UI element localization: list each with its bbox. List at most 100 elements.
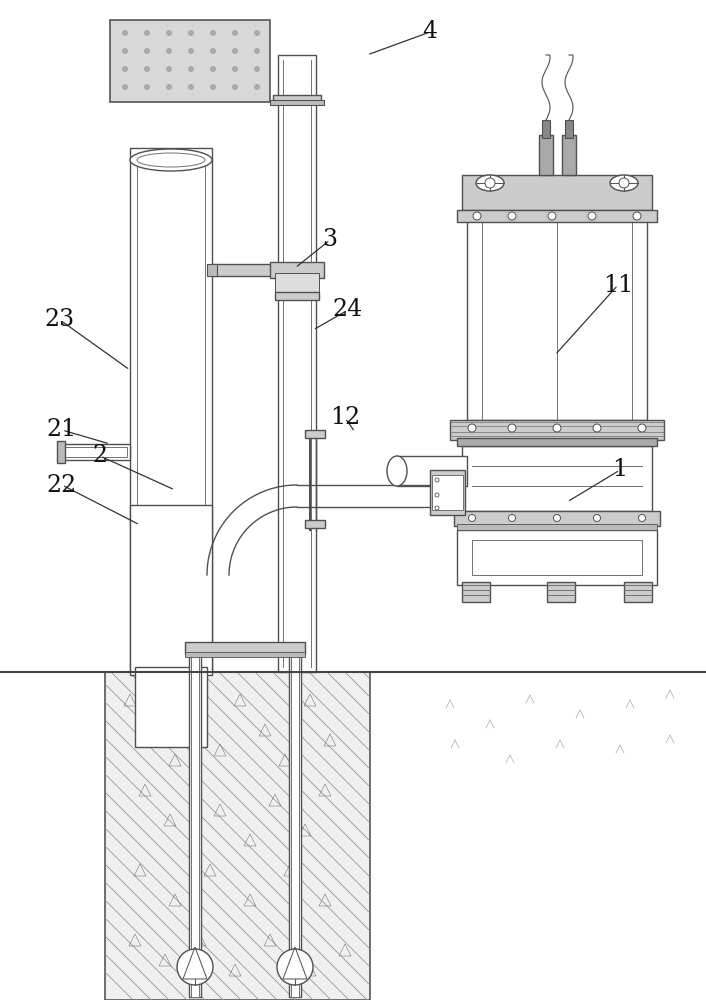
Circle shape [508, 514, 515, 522]
Circle shape [254, 48, 260, 53]
Circle shape [254, 66, 260, 72]
Circle shape [210, 85, 215, 90]
Bar [278, 55, 316, 672]
Bar [542, 120, 550, 138]
Circle shape [638, 514, 645, 522]
Circle shape [189, 66, 193, 72]
Bar [189, 647, 201, 997]
Bar [305, 520, 325, 528]
Circle shape [145, 48, 150, 53]
Circle shape [145, 30, 150, 35]
Text: 24: 24 [333, 298, 363, 322]
Bar [467, 210, 647, 215]
Bar [457, 530, 657, 585]
Bar [289, 647, 301, 997]
Circle shape [473, 212, 481, 220]
Bar [454, 511, 660, 526]
Circle shape [167, 30, 172, 35]
Circle shape [435, 506, 439, 510]
Bar [212, 264, 278, 276]
Bar [450, 420, 664, 440]
Circle shape [435, 493, 439, 497]
Circle shape [232, 30, 237, 35]
Bar [467, 215, 647, 420]
Circle shape [189, 30, 193, 35]
Circle shape [594, 514, 601, 522]
Text: 21: 21 [47, 418, 77, 442]
Text: 12: 12 [330, 406, 360, 430]
Bar [105, 672, 370, 1000]
Circle shape [638, 424, 646, 432]
Circle shape [123, 66, 128, 72]
Bar [270, 100, 324, 105]
Bar [60, 444, 130, 460]
Text: 3: 3 [323, 229, 337, 251]
Text: 11: 11 [603, 273, 633, 296]
Bar [57, 441, 65, 463]
Bar [275, 292, 319, 300]
Circle shape [619, 178, 629, 188]
Bar [207, 264, 217, 276]
Bar [397, 456, 467, 486]
Bar [185, 642, 305, 654]
Bar [110, 20, 270, 102]
Circle shape [123, 30, 128, 35]
Bar [457, 524, 657, 530]
Bar [430, 470, 465, 515]
Bar [462, 446, 652, 511]
Bar [539, 135, 553, 175]
Circle shape [189, 85, 193, 90]
Ellipse shape [610, 175, 638, 191]
Circle shape [167, 48, 172, 53]
Bar [291, 652, 299, 997]
Circle shape [277, 949, 313, 985]
Circle shape [232, 48, 237, 53]
Circle shape [145, 85, 150, 90]
Ellipse shape [387, 456, 407, 486]
Circle shape [123, 48, 128, 53]
Text: 23: 23 [45, 308, 75, 332]
Circle shape [469, 514, 476, 522]
Circle shape [210, 30, 215, 35]
Circle shape [210, 66, 215, 72]
Circle shape [167, 66, 172, 72]
Bar [130, 148, 212, 672]
Bar [130, 505, 212, 675]
Bar [273, 95, 321, 103]
Text: 2: 2 [92, 444, 107, 468]
Text: 4: 4 [422, 20, 438, 43]
Circle shape [435, 478, 439, 482]
Bar [462, 582, 490, 602]
Circle shape [189, 48, 193, 53]
Circle shape [508, 212, 516, 220]
Circle shape [508, 424, 516, 432]
Text: 22: 22 [47, 474, 77, 496]
Ellipse shape [130, 149, 212, 171]
Bar [275, 273, 319, 293]
Ellipse shape [137, 153, 205, 167]
Bar [457, 210, 657, 222]
Circle shape [588, 212, 596, 220]
Bar [462, 175, 652, 210]
Circle shape [123, 85, 128, 90]
Circle shape [593, 424, 601, 432]
Bar [457, 438, 657, 446]
Bar [191, 652, 199, 997]
Bar [270, 262, 324, 278]
Circle shape [554, 514, 561, 522]
Bar [185, 652, 305, 657]
Ellipse shape [476, 175, 504, 191]
Circle shape [254, 30, 260, 35]
Bar [565, 120, 573, 138]
Bar [135, 667, 207, 747]
Circle shape [485, 178, 495, 188]
Circle shape [548, 212, 556, 220]
Circle shape [553, 424, 561, 432]
Circle shape [145, 66, 150, 72]
Circle shape [210, 48, 215, 53]
Circle shape [167, 85, 172, 90]
Bar [624, 582, 652, 602]
Bar [562, 135, 576, 175]
Text: 1: 1 [612, 458, 628, 482]
Bar [432, 475, 463, 510]
